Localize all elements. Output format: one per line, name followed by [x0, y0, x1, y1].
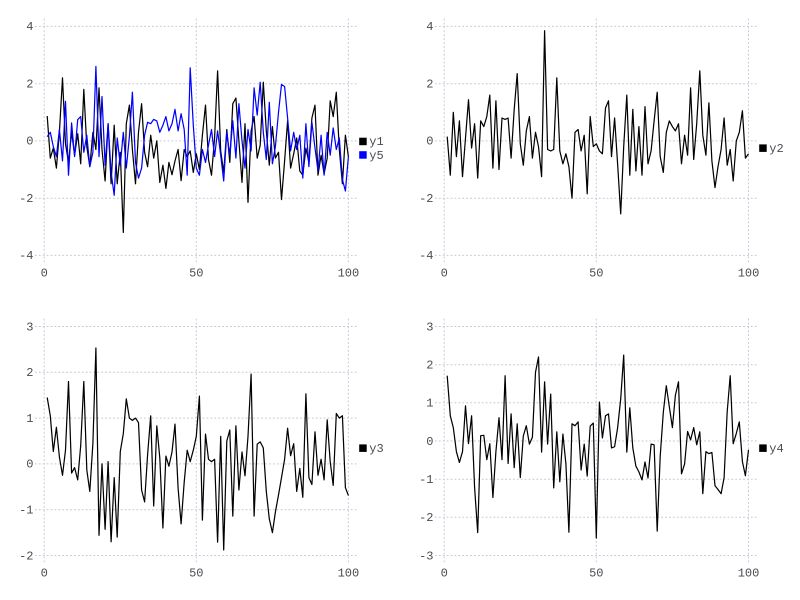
svg-text:2: 2 [26, 78, 33, 92]
svg-text:50: 50 [589, 567, 603, 581]
svg-text:y5: y5 [369, 149, 383, 163]
svg-text:1: 1 [26, 412, 33, 426]
svg-text:2: 2 [26, 366, 33, 380]
svg-text:2: 2 [426, 78, 433, 92]
svg-text:1: 1 [426, 397, 433, 411]
svg-text:-2: -2 [19, 192, 33, 206]
svg-text:3: 3 [426, 320, 433, 334]
svg-text:-4: -4 [419, 249, 433, 263]
svg-text:0: 0 [426, 135, 433, 149]
svg-text:-4: -4 [19, 249, 33, 263]
svg-text:50: 50 [189, 567, 203, 581]
svg-text:2: 2 [426, 359, 433, 373]
svg-text:100: 100 [338, 267, 360, 281]
svg-text:100: 100 [738, 567, 760, 581]
svg-text:100: 100 [738, 267, 760, 281]
svg-text:50: 50 [589, 267, 603, 281]
svg-text:0: 0 [26, 458, 33, 472]
svg-text:0: 0 [441, 267, 448, 281]
svg-text:-1: -1 [419, 473, 433, 487]
svg-text:50: 50 [189, 267, 203, 281]
svg-text:3: 3 [26, 320, 33, 334]
svg-text:-2: -2 [419, 192, 433, 206]
svg-text:100: 100 [338, 567, 360, 581]
svg-text:0: 0 [41, 267, 48, 281]
svg-text:-2: -2 [19, 549, 33, 563]
svg-text:y4: y4 [769, 442, 783, 456]
svg-text:0: 0 [426, 435, 433, 449]
svg-text:4: 4 [426, 20, 433, 34]
svg-text:y2: y2 [769, 142, 783, 156]
svg-text:-2: -2 [419, 511, 433, 525]
svg-text:0: 0 [41, 567, 48, 581]
svg-text:0: 0 [441, 567, 448, 581]
svg-text:-1: -1 [19, 504, 33, 518]
svg-text:y3: y3 [369, 442, 383, 456]
svg-text:0: 0 [26, 135, 33, 149]
svg-text:y1: y1 [369, 135, 383, 149]
svg-text:-3: -3 [419, 549, 433, 563]
svg-text:4: 4 [26, 20, 33, 34]
